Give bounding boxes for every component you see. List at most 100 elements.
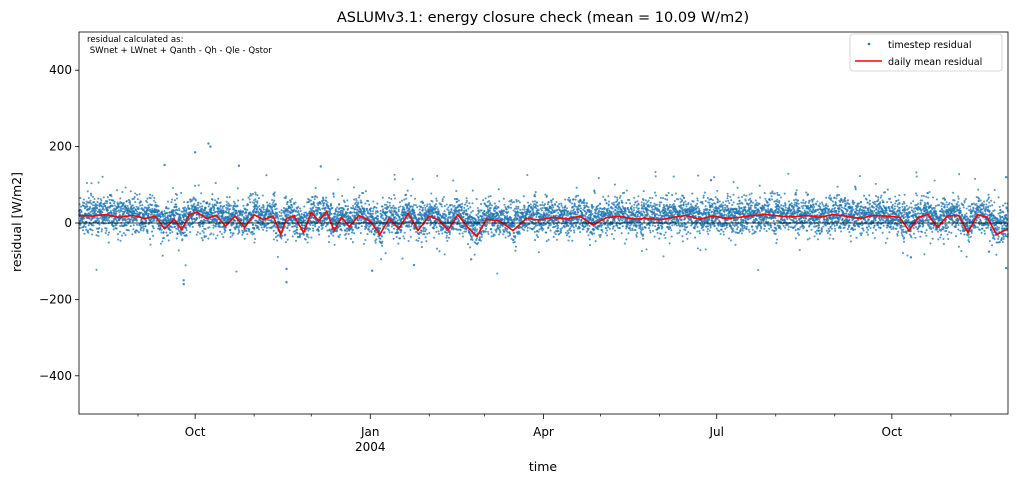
residual-point [198, 225, 201, 228]
residual-point [225, 200, 228, 203]
residual-point [523, 208, 526, 211]
residual-point [96, 216, 99, 219]
residual-point [324, 207, 327, 210]
residual-point [486, 230, 490, 233]
residual-point [518, 201, 521, 204]
residual-point [539, 204, 542, 207]
residual-point [229, 231, 232, 234]
residual-point [207, 205, 210, 208]
residual-point [146, 230, 149, 233]
residual-point [176, 232, 179, 235]
residual-point [124, 210, 127, 213]
residual-point [428, 232, 431, 235]
residual-point [514, 235, 517, 238]
residual-point [403, 208, 406, 211]
residual-point [490, 231, 493, 234]
residual-point [160, 228, 163, 231]
residual-point [384, 227, 387, 230]
residual-point [555, 214, 558, 217]
residual-point [85, 203, 88, 206]
residual-point [152, 227, 155, 230]
residual-point [299, 209, 302, 213]
residual-point [169, 231, 172, 235]
residual-point [577, 218, 581, 221]
residual-point [371, 212, 375, 215]
residual-point [575, 225, 578, 228]
residual-point [559, 229, 563, 232]
residual-point [496, 224, 499, 227]
residual-point [397, 231, 400, 234]
residual-point [480, 209, 483, 212]
residual-point [371, 210, 375, 213]
residual-point [496, 272, 499, 275]
residual-point [477, 216, 480, 220]
residual-point [368, 203, 371, 206]
residual-point [218, 215, 221, 218]
residual-point [406, 217, 409, 220]
residual-point [416, 206, 419, 209]
residual-point [366, 233, 369, 236]
residual-point [148, 238, 152, 241]
residual-point [89, 228, 92, 231]
residual-point [105, 229, 108, 232]
residual-point [162, 236, 165, 240]
residual-point [246, 208, 249, 212]
residual-point [277, 217, 280, 220]
residual-point [97, 217, 100, 220]
residual-point [273, 194, 276, 197]
residual-point [193, 202, 196, 205]
residual-point [271, 198, 274, 202]
residual-point [579, 200, 582, 203]
residual-point [457, 228, 460, 231]
residual-point [336, 206, 339, 209]
residual-point [308, 198, 311, 201]
residual-point [409, 235, 412, 238]
residual-point [290, 197, 294, 200]
residual-point [436, 174, 439, 177]
residual-point [408, 202, 411, 205]
residual-point [375, 206, 378, 209]
residual-point [232, 223, 235, 226]
residual-point [529, 203, 532, 206]
residual-point [379, 227, 382, 230]
residual-point [432, 227, 435, 230]
residual-point [461, 235, 465, 238]
residual-point [79, 226, 83, 229]
residual-point [211, 193, 214, 196]
residual-point [370, 231, 373, 234]
residual-point [280, 214, 283, 217]
residual-point [369, 210, 372, 213]
residual-point [579, 207, 583, 210]
residual-point [354, 224, 357, 227]
residual-point [157, 205, 160, 208]
residual-point [179, 213, 182, 216]
residual-point [90, 202, 93, 205]
residual-point [193, 218, 196, 221]
residual-point [300, 213, 303, 216]
residual-point [379, 237, 382, 240]
residual-point [551, 204, 554, 207]
residual-point [390, 197, 393, 200]
residual-point [142, 229, 145, 232]
residual-point [554, 233, 557, 236]
residual-point [208, 213, 212, 217]
residual-point [583, 198, 586, 201]
residual-point [101, 175, 104, 178]
residual-point [134, 231, 137, 234]
residual-point [214, 225, 217, 228]
residual-point [177, 249, 180, 252]
residual-point [585, 211, 588, 215]
residual-point [420, 246, 424, 249]
residual-point [152, 199, 156, 202]
residual-point [105, 217, 108, 220]
residual-point [397, 242, 400, 245]
residual-point [115, 189, 118, 192]
residual-point [376, 202, 379, 205]
residual-point [572, 198, 575, 201]
residual-point [464, 230, 468, 233]
residual-point [354, 201, 358, 204]
residual-point [419, 206, 423, 209]
residual-point [441, 232, 444, 235]
residual-point [347, 233, 350, 236]
residual-point [523, 229, 526, 232]
